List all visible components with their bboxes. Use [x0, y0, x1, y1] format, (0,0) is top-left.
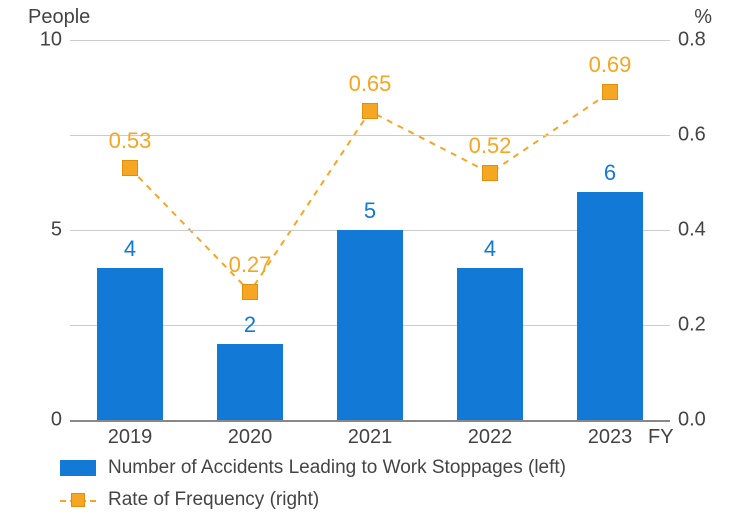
work-stoppage-chart: People % 0 5 10 0.0 0.2 0.4 0.6 0.8 4 2019 2 2020 5 2…: [0, 0, 740, 520]
square-marker-icon: [602, 84, 618, 100]
line-value-label: 0.52: [469, 133, 512, 159]
y-left-tick: 5: [22, 219, 62, 242]
x-tick: 2021: [348, 426, 393, 449]
line-value-label: 0.65: [349, 71, 392, 97]
y-left-tick: 10: [22, 29, 62, 52]
x-suffix-label: FY: [648, 426, 674, 449]
square-marker-icon: [482, 165, 498, 181]
y-right-title: %: [694, 6, 712, 29]
x-tick: 2023: [588, 426, 633, 449]
legend-swatch-bar: [60, 460, 96, 476]
legend-item-bars: Number of Accidents Leading to Work Stop…: [60, 454, 566, 482]
legend-label-line: Rate of Frequency (right): [108, 489, 319, 511]
y-right-tick: 0.6: [678, 124, 738, 147]
y-right-tick: 0.8: [678, 29, 738, 52]
x-tick: 2020: [228, 426, 273, 449]
bar: [457, 268, 523, 420]
square-marker-icon: [242, 284, 258, 300]
y-right-tick: 0.4: [678, 219, 738, 242]
bar-value-label: 6: [604, 160, 616, 186]
legend-swatch-line: [60, 492, 96, 508]
square-marker-icon: [362, 103, 378, 119]
bar: [217, 344, 283, 420]
x-tick: 2019: [108, 426, 153, 449]
legend-item-line: Rate of Frequency (right): [60, 486, 566, 514]
y-left-title: People: [28, 6, 90, 29]
bar: [97, 268, 163, 420]
bar-value-label: 5: [364, 198, 376, 224]
x-tick: 2022: [468, 426, 513, 449]
square-marker-icon: [122, 160, 138, 176]
y-right-tick: 0.0: [678, 409, 738, 432]
legend-label-bars: Number of Accidents Leading to Work Stop…: [108, 457, 566, 479]
y-right-tick: 0.2: [678, 314, 738, 337]
gridline: [70, 135, 670, 136]
line-value-label: 0.53: [109, 128, 152, 154]
plot-area: 05100.00.20.40.60.8420192202052021420226…: [70, 40, 670, 422]
line-value-label: 0.27: [229, 252, 272, 278]
bar: [337, 230, 403, 420]
bar-value-label: 4: [484, 236, 496, 262]
bar: [577, 192, 643, 420]
bar-value-label: 2: [244, 312, 256, 338]
y-left-tick: 0: [22, 409, 62, 432]
legend-square-marker-icon: [71, 493, 85, 507]
gridline: [70, 40, 670, 41]
line-value-label: 0.69: [589, 52, 632, 78]
legend: Number of Accidents Leading to Work Stop…: [60, 454, 566, 518]
bar-value-label: 4: [124, 236, 136, 262]
